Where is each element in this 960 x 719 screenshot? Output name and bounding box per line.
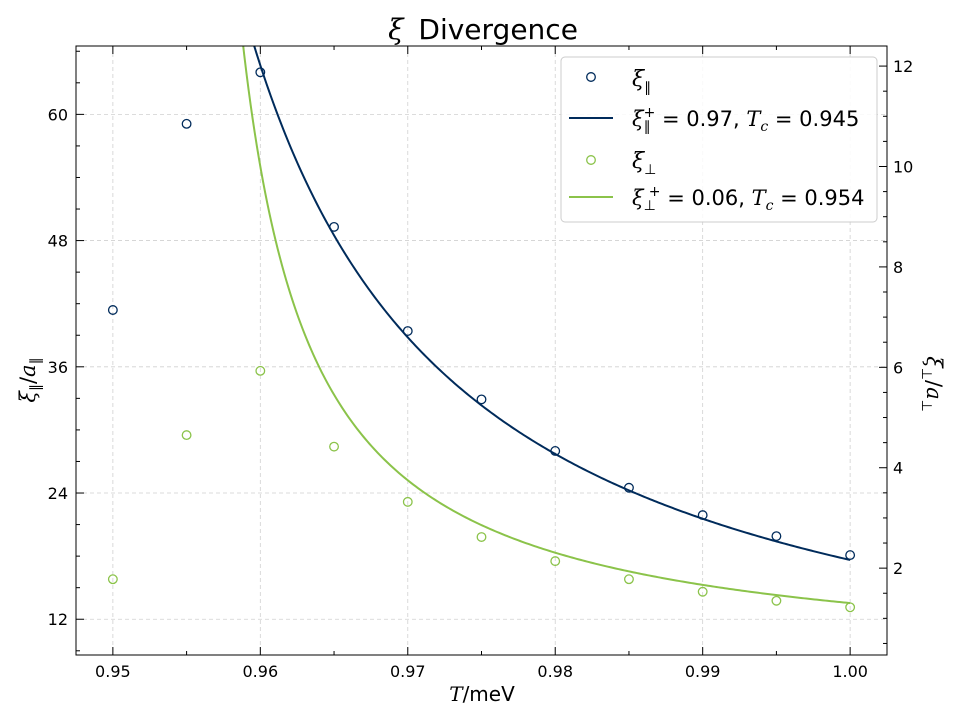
y-axis-left: 12 24 36 48 60 bbox=[48, 50, 84, 652]
data-point-parallel bbox=[402, 326, 413, 336]
data-point-perp bbox=[402, 496, 413, 507]
data-points bbox=[107, 67, 856, 613]
data-point-parallel bbox=[624, 482, 634, 493]
legend-label-perp-points: ξ⊥ bbox=[632, 149, 656, 178]
data-point-parallel bbox=[107, 305, 118, 315]
data-point-perp bbox=[845, 602, 856, 613]
svg-text:ξ⊥/a⊥: ξ⊥/a⊥ bbox=[918, 356, 946, 412]
fit-curves bbox=[242, 46, 851, 605]
y-right-tick-label: 6 bbox=[893, 358, 903, 377]
legend-label-parallel-fit: ξ∥+ = 0.97, Tc = 0.945 bbox=[632, 105, 859, 135]
y-right-tick-label: 2 bbox=[893, 559, 903, 578]
y-axis-left-label: ξ∥/a∥ bbox=[16, 357, 44, 402]
data-point-perp bbox=[476, 532, 487, 542]
y-right-tick-label: 12 bbox=[893, 57, 913, 76]
data-point-perp bbox=[329, 441, 339, 452]
fit-curve-perp bbox=[242, 46, 851, 605]
legend-label-perp-fit: ξ⊥+ = 0.06, Tc = 0.954 bbox=[632, 184, 865, 214]
x-tick-label: 0.98 bbox=[537, 662, 573, 681]
data-point-parallel bbox=[329, 221, 339, 232]
legend-marker-perp-points bbox=[586, 155, 596, 165]
x-tick-label: 0.99 bbox=[685, 662, 721, 681]
data-point-parallel bbox=[771, 531, 782, 542]
data-point-parallel bbox=[476, 394, 487, 405]
y-axis-right: 2 4 6 8 10 12 bbox=[879, 57, 913, 644]
legend-label-parallel-points: ξ∥ bbox=[632, 67, 651, 96]
data-point-perp bbox=[550, 556, 561, 567]
data-point-perp bbox=[255, 365, 266, 376]
chart-title-text: Divergence bbox=[418, 13, 578, 46]
legend-box bbox=[560, 56, 878, 223]
legend-marker-parallel-points bbox=[586, 72, 596, 82]
y-right-tick-label: 10 bbox=[893, 157, 913, 176]
y-axis-right-label: ξ⊥/a⊥ bbox=[918, 356, 946, 412]
data-point-parallel bbox=[255, 67, 266, 78]
legend-item-perp-points: ξ⊥ bbox=[586, 149, 656, 178]
data-point-parallel bbox=[845, 550, 856, 561]
y-left-tick-label: 24 bbox=[48, 484, 68, 503]
data-point-parallel bbox=[181, 118, 192, 129]
fit-curve-parallel bbox=[253, 46, 851, 561]
legend-item-parallel-fit: ξ∥+ = 0.97, Tc = 0.945 bbox=[569, 105, 859, 135]
y-right-tick-label: 8 bbox=[893, 258, 903, 277]
x-tick-label: 1.00 bbox=[832, 662, 868, 681]
data-point-perp bbox=[624, 574, 634, 585]
x-axis: 0.95 0.96 0.97 0.98 0.99 1.00 bbox=[95, 46, 868, 681]
legend-item-parallel-points: ξ∥ bbox=[586, 67, 651, 96]
x-tick-label: 0.97 bbox=[390, 662, 426, 681]
svg-text:ξ∥/a∥: ξ∥/a∥ bbox=[16, 357, 44, 402]
x-tick-label: 0.95 bbox=[95, 662, 131, 681]
legend: ξ∥ ξ∥+ = 0.97, Tc = 0.945 ξ⊥ ξ⊥+ = 0.06,… bbox=[560, 56, 878, 223]
x-tick-label: 0.96 bbox=[243, 662, 279, 681]
y-left-tick-label: 60 bbox=[48, 105, 68, 124]
y-right-tick-label: 4 bbox=[893, 459, 903, 478]
chart-title-symbol: ξ bbox=[388, 13, 405, 46]
legend-item-perp-fit: ξ⊥+ = 0.06, Tc = 0.954 bbox=[569, 184, 865, 214]
y-left-tick-label: 48 bbox=[48, 232, 68, 251]
data-point-perp bbox=[107, 574, 118, 585]
data-point-perp bbox=[181, 430, 192, 441]
data-point-perp bbox=[771, 595, 782, 606]
y-left-tick-label: 36 bbox=[48, 358, 68, 377]
chart-title: ξ Divergence bbox=[388, 13, 578, 46]
y-left-tick-label: 12 bbox=[48, 610, 68, 629]
data-point-parallel bbox=[697, 510, 708, 521]
data-point-perp bbox=[697, 586, 708, 597]
x-axis-label: T/meV bbox=[449, 682, 515, 706]
data-point-parallel bbox=[550, 445, 561, 456]
